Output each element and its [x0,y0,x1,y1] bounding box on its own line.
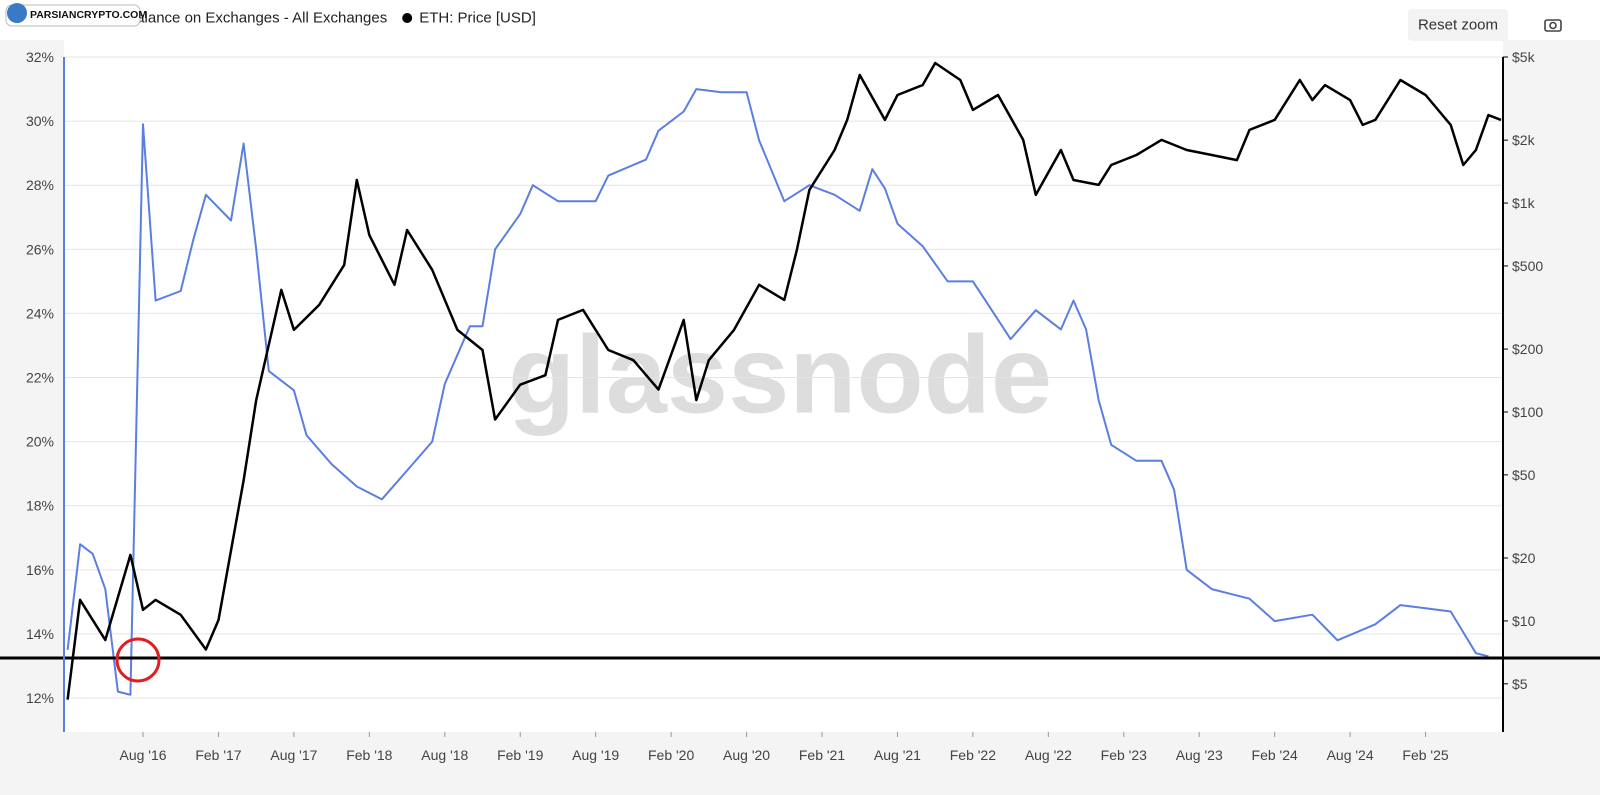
y2-tick-label: $100 [1512,404,1543,420]
x-tick-label: Aug '23 [1176,747,1223,763]
plot-area [64,40,1503,732]
logo-box [5,4,141,27]
y2-tick-label: $50 [1512,467,1536,483]
x-tick-label: Feb '17 [195,747,241,763]
x-tick-label: Aug '16 [119,747,166,763]
y2-tick-label: $20 [1512,550,1536,566]
legend-marker [402,13,413,23]
y-tick-label: 32% [26,49,54,65]
camera-icon[interactable] [1544,19,1562,32]
y-tick-label: 26% [26,241,54,257]
y-tick-label: 14% [26,626,54,642]
x-tick-label: Feb '19 [497,747,543,763]
x-tick-label: Feb '20 [648,747,694,763]
button-bg[interactable] [1408,9,1508,41]
reset-zoom-button[interactable]: Reset zoom [1408,9,1508,41]
y2-tick-label: $1k [1512,195,1536,211]
button-label[interactable]: Reset zoom [1418,17,1498,34]
y-tick-label: 30% [26,113,54,129]
camera-body[interactable] [1544,19,1562,32]
y2-tick-label: $200 [1512,341,1543,357]
logo-icon [7,3,27,23]
x-tick-label: Aug '19 [572,747,619,763]
x-tick-label: Feb '18 [346,747,392,763]
x-tick-label: Aug '21 [874,747,921,763]
y-tick-label: 20% [26,434,54,450]
watermark: glassnode [508,314,1052,437]
y-tick-label: 22% [26,370,54,386]
logo: PARSIANCRYPTO.COM [5,3,147,27]
y-tick-label: 18% [26,498,54,514]
y-tick-label: 24% [26,305,54,321]
annotation-circle [115,637,161,683]
y-tick-label: 16% [26,562,54,578]
logo-text: PARSIANCRYPTO.COM [30,9,147,21]
y2-tick-label: $500 [1512,258,1543,274]
y-tick-label: 28% [26,177,54,193]
x-tick-label: Feb '25 [1402,747,1448,763]
y2-tick-label: $2k [1512,132,1536,148]
x-tick-label: Aug '22 [1025,747,1072,763]
x-tick-label: Aug '17 [270,747,317,763]
x-tick-label: Aug '24 [1327,747,1374,763]
y2-tick-label: $5k [1512,49,1536,65]
series-line [66,88,1489,696]
x-tick-label: Feb '23 [1101,747,1147,763]
y2-tick-label: $5 [1512,676,1528,692]
y2-tick-label: $10 [1512,613,1536,629]
x-tick-label: Feb '22 [950,747,996,763]
x-tick-label: Aug '20 [723,747,770,763]
x-tick-label: Feb '24 [1252,747,1298,763]
x-tick-label: Aug '18 [421,747,468,763]
x-tick-label: Feb '21 [799,747,845,763]
camera-lens[interactable] [1549,21,1557,30]
series-line [66,61,1502,700]
top-bar [0,0,1600,40]
legend-label: ETH: Price [USD] [419,10,536,27]
y-tick-label: 12% [26,690,54,706]
